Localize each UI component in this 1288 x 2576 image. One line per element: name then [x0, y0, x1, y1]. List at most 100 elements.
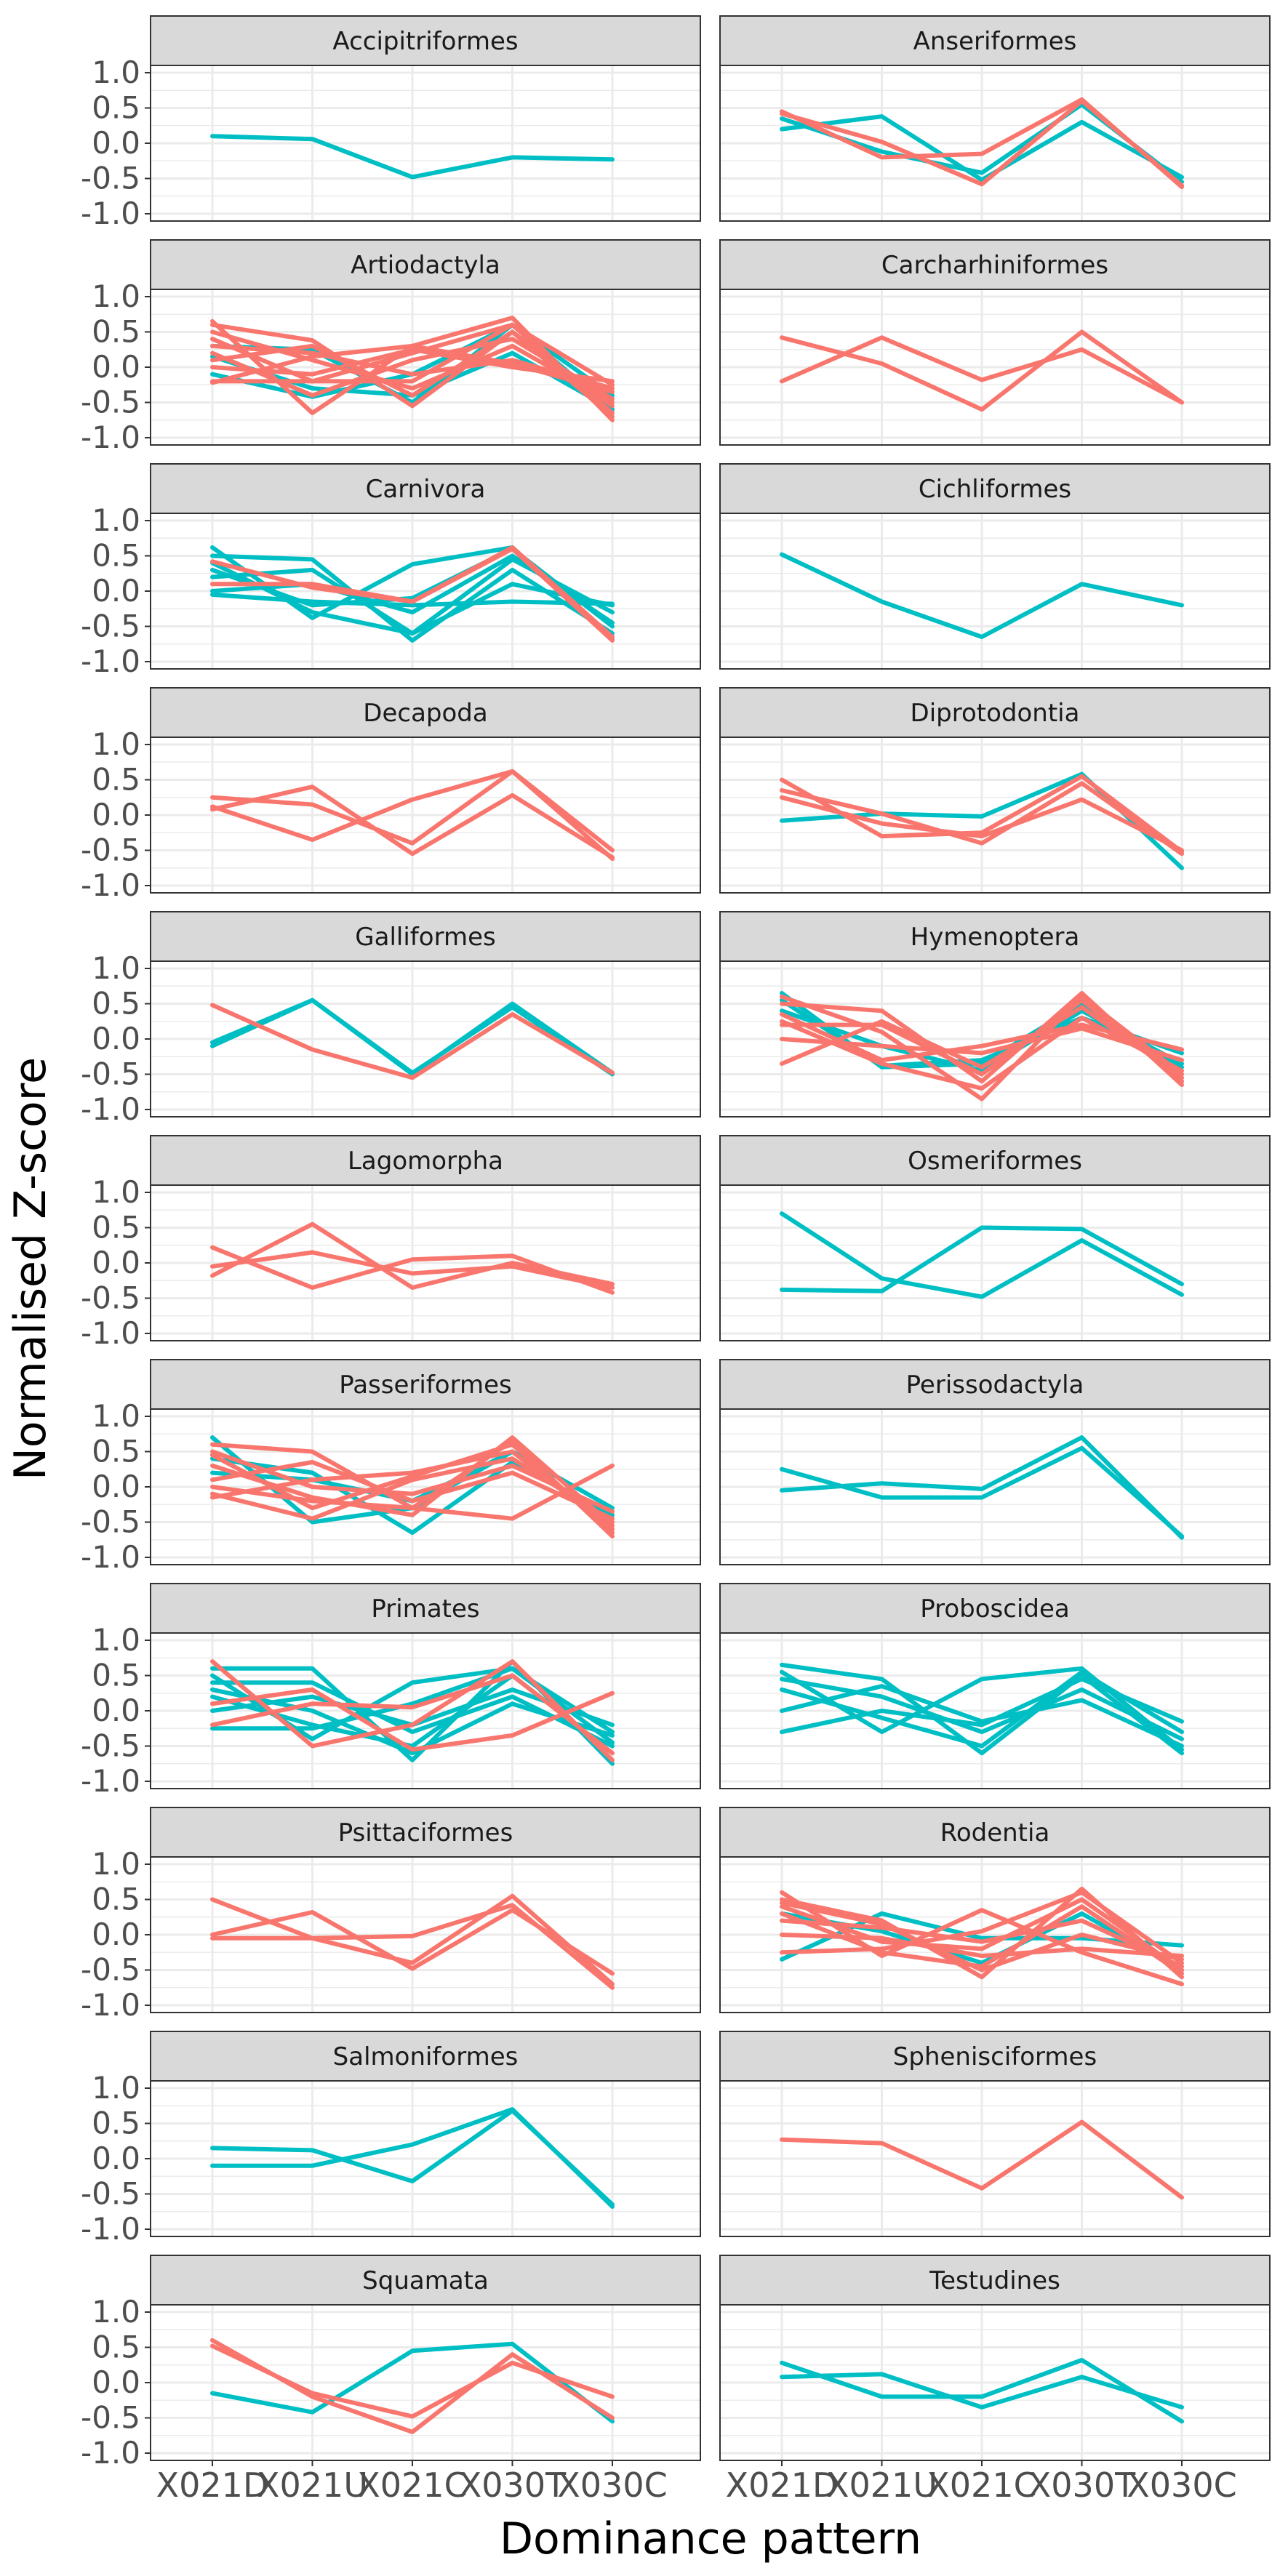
series-line — [780, 991, 1184, 1087]
panel-artiodactyla: Artiodactyla 1.00.50.0-0.5-1.0 — [81, 239, 701, 455]
panel-border — [719, 2304, 1271, 2461]
y-tick-label: -0.5 — [81, 2176, 140, 2212]
panel-title: Hymenoptera — [911, 923, 1080, 952]
panel-hymenoptera: Hymenoptera — [719, 911, 1271, 1118]
panel-psittaciformes: Psittaciformes 1.00.50.0-0.5-1.0 — [81, 1807, 701, 2023]
x-tick-label: X021C — [927, 2465, 1036, 2505]
series-line — [780, 335, 1184, 405]
series-line — [780, 97, 1184, 190]
series-line — [780, 2358, 1184, 2424]
series-line — [210, 1659, 615, 1762]
panel-diprotodontia: Diprotodontia — [719, 687, 1271, 894]
series-line — [780, 1918, 1184, 1969]
panel-anseriformes: Anseriformes — [719, 15, 1271, 222]
series-line — [210, 1460, 615, 1521]
y-tick-label: 0.0 — [92, 1245, 140, 1280]
panel-title: Lagomorpha — [348, 1147, 503, 1176]
y-tick-label: 0.5 — [92, 986, 140, 1022]
y-tick-label: -0.5 — [81, 609, 140, 644]
series-line — [210, 1003, 615, 1080]
x-tick-label: X021D — [156, 2465, 269, 2505]
y-tick-label: 0.5 — [92, 762, 140, 798]
series-line — [210, 1250, 615, 1290]
series-line — [210, 2107, 615, 2209]
panel-accipitriformes: Accipitriformes 1.00.50.0-0.5-1.0 — [81, 15, 701, 231]
panel-strip — [719, 1807, 1271, 1858]
x-tick-label: X030C — [1127, 2465, 1236, 2505]
panel-title: Decapoda — [363, 699, 487, 728]
panel-border — [719, 65, 1271, 222]
series-line — [210, 329, 615, 409]
panel-border — [719, 1184, 1271, 1341]
series-line — [210, 769, 615, 862]
panel-border — [719, 2080, 1271, 2237]
panel-title: Squamata — [362, 2266, 489, 2295]
panel-strip — [150, 463, 701, 514]
panel-border — [719, 1408, 1271, 1565]
series-line — [780, 1904, 1184, 1976]
x-axis-title: Dominance pattern — [500, 2513, 921, 2564]
y-tick-label: -1.0 — [81, 1315, 140, 1351]
y-tick-label: 1.0 — [92, 278, 140, 314]
panel-title: Anseriformes — [913, 27, 1077, 56]
series-line — [780, 1684, 1184, 1749]
panel-border — [719, 737, 1271, 894]
y-axis-title: Normalised Z-score — [5, 1057, 56, 1480]
series-line — [780, 1890, 1184, 1965]
panel-strip — [150, 15, 701, 66]
y-tick-label: -0.5 — [81, 385, 140, 420]
series-line — [210, 1687, 615, 1756]
x-tick-label: X030C — [557, 2465, 667, 2505]
series-line — [780, 329, 1184, 412]
y-tick-label: 0.0 — [92, 2140, 140, 2176]
y-tick-label: -1.0 — [81, 643, 140, 679]
series-line — [780, 1890, 1184, 1986]
panel-border — [719, 1856, 1271, 2013]
series-line — [210, 769, 615, 853]
panel-rodentia: Rodentia — [719, 1807, 1271, 2013]
panel-title: Psittaciformes — [338, 1818, 513, 1847]
series-line — [780, 552, 1184, 639]
panel-title: Carcharhiniformes — [881, 251, 1108, 280]
series-line — [780, 1933, 1184, 1959]
series-line — [780, 1662, 1184, 1756]
panel-perissodactyla: Perissodactyla — [719, 1359, 1271, 1565]
series-line — [780, 2372, 1184, 2410]
x-tick-label: X021C — [357, 2465, 467, 2505]
panel-lagomorpha: Lagomorpha 1.00.50.0-0.5-1.0 — [81, 1135, 701, 1351]
y-tick-label: 0.0 — [92, 125, 140, 161]
panel-title: Proboscidea — [920, 1594, 1070, 1624]
series-line — [210, 592, 615, 608]
panel-strip — [719, 1359, 1271, 1410]
y-tick-label: -1.0 — [81, 196, 140, 231]
y-tick-label: -0.5 — [81, 1952, 140, 1988]
series-line — [780, 114, 1184, 182]
panel-cichliformes: Cichliformes — [719, 463, 1271, 670]
y-tick-label: 1.0 — [92, 726, 140, 762]
series-line — [210, 1673, 615, 1756]
y-tick-label: 1.0 — [92, 1398, 140, 1434]
panel-border — [719, 1632, 1271, 1789]
y-tick-label: 0.0 — [92, 573, 140, 609]
panel-strip — [150, 2031, 701, 2082]
y-tick-label: -1.0 — [81, 867, 140, 903]
y-tick-label: 0.0 — [92, 1469, 140, 1504]
panel-title: Perissodactyla — [906, 1371, 1084, 1400]
series-line — [780, 781, 1184, 856]
y-tick-label: -0.5 — [81, 1504, 140, 1540]
series-line — [780, 1897, 1184, 1973]
series-line — [780, 1901, 1184, 1973]
panel-title: Salmoniformes — [333, 2042, 519, 2071]
x-tick-label: X021D — [726, 2465, 839, 2505]
y-tick-label: 1.0 — [92, 1622, 140, 1658]
series-line — [210, 1449, 615, 1514]
y-tick-label: 0.5 — [92, 2106, 140, 2141]
panel-title: Primates — [371, 1594, 479, 1624]
y-tick-label: 0.5 — [92, 1882, 140, 1917]
panel-title: Testudines — [929, 2266, 1060, 2295]
y-tick-label: -1.0 — [81, 1987, 140, 2023]
series-line — [780, 774, 1184, 854]
series-line — [780, 1445, 1184, 1538]
